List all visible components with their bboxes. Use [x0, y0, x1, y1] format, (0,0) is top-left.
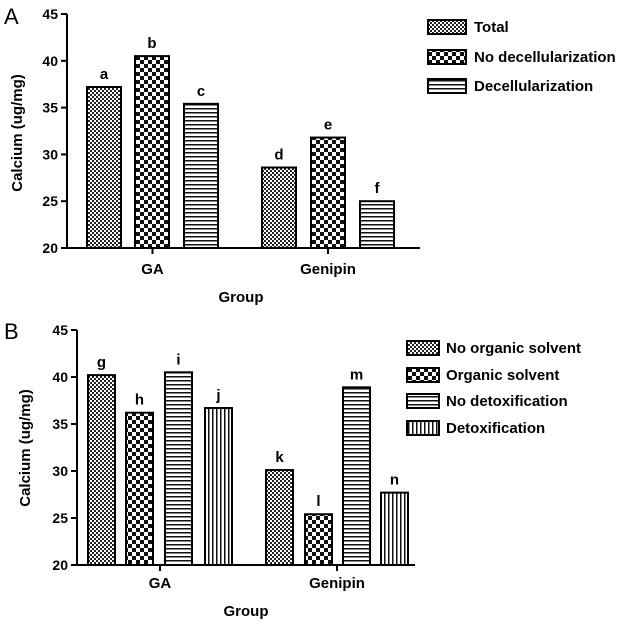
- y-tick-label: 25: [42, 193, 58, 209]
- significance-letter: k: [275, 449, 284, 466]
- legend-label: No decellularization: [474, 49, 616, 66]
- legend-label: Total: [474, 19, 509, 36]
- bar: [304, 513, 333, 566]
- bar: [125, 411, 154, 566]
- legend-swatch: [427, 19, 467, 35]
- legend-label: No organic solvent: [446, 340, 581, 357]
- panel-b: B Calcium (ug/mg) Group 20 25 30 35 40 45 g h i j…: [4, 319, 581, 620]
- category-label: Genipin: [300, 261, 356, 278]
- significance-letter: h: [135, 392, 144, 409]
- y-tick-label: 40: [52, 369, 68, 385]
- bar: [359, 200, 395, 249]
- bar: [204, 407, 233, 566]
- legend-swatch: [427, 49, 467, 65]
- bar: [380, 491, 409, 566]
- bar: [342, 386, 371, 566]
- x-axis-title: Group: [224, 603, 269, 620]
- significance-letter: a: [100, 66, 109, 83]
- legend-swatch: [406, 340, 440, 356]
- significance-letter: c: [197, 83, 205, 100]
- bar: [86, 86, 122, 250]
- panel-a: A Calcium (ug/mg) Group 20 25 30 35 40 45 a b c G…: [4, 4, 616, 306]
- y-tick-label: 45: [52, 322, 68, 338]
- significance-letter: i: [176, 351, 180, 368]
- significance-letter: n: [390, 472, 399, 489]
- bar: [310, 136, 346, 249]
- bar: [164, 371, 193, 566]
- bar: [134, 55, 170, 250]
- legend-label: Organic solvent: [446, 367, 559, 384]
- legend-label: Decellularization: [474, 78, 593, 95]
- y-tick-label: 40: [42, 53, 58, 69]
- plot-area: 20 25 30 35 40 45 a b c GA d e f Genipin: [42, 6, 420, 278]
- legend: No organic solvent Organic solvent No deto…: [406, 340, 581, 437]
- panel-label: B: [4, 319, 19, 344]
- bar: [265, 469, 294, 566]
- y-axis-title: Calcium (ug/mg): [17, 389, 34, 507]
- panel-label: A: [4, 4, 19, 29]
- significance-letter: l: [316, 493, 320, 510]
- significance-letter: d: [274, 147, 283, 164]
- y-tick-label: 30: [42, 146, 58, 162]
- category-label: GA: [141, 261, 164, 278]
- legend-swatch: [406, 367, 440, 383]
- y-tick-label: 20: [42, 240, 58, 256]
- legend: Total No decellularization Decellularizati…: [427, 19, 616, 95]
- bar: [87, 374, 116, 566]
- y-tick-label: 35: [42, 100, 58, 116]
- y-tick-label: 25: [52, 510, 68, 526]
- y-tick-label: 20: [52, 557, 68, 573]
- y-axis-title: Calcium (ug/mg): [9, 74, 26, 192]
- legend-swatch: [427, 78, 467, 94]
- plot-area: 20 25 30 35 40 45 g h i j GA k l m n Genipin: [52, 322, 415, 592]
- significance-letter: b: [147, 35, 156, 52]
- category-label: Genipin: [309, 575, 365, 592]
- significance-letter: e: [324, 117, 332, 134]
- category-label: GA: [149, 575, 172, 592]
- bar: [183, 102, 219, 249]
- y-tick-label: 45: [42, 6, 58, 22]
- legend-swatch: [406, 393, 440, 409]
- significance-letter: f: [375, 180, 381, 197]
- legend-swatch: [406, 420, 440, 436]
- legend-label: No detoxification: [446, 393, 568, 410]
- bar: [261, 166, 297, 249]
- significance-letter: m: [350, 366, 363, 383]
- x-axis-title: Group: [219, 289, 264, 306]
- significance-letter: j: [215, 387, 220, 404]
- significance-letter: g: [97, 354, 106, 371]
- y-tick-label: 30: [52, 463, 68, 479]
- legend-label: Detoxification: [446, 420, 545, 437]
- y-tick-label: 35: [52, 416, 68, 432]
